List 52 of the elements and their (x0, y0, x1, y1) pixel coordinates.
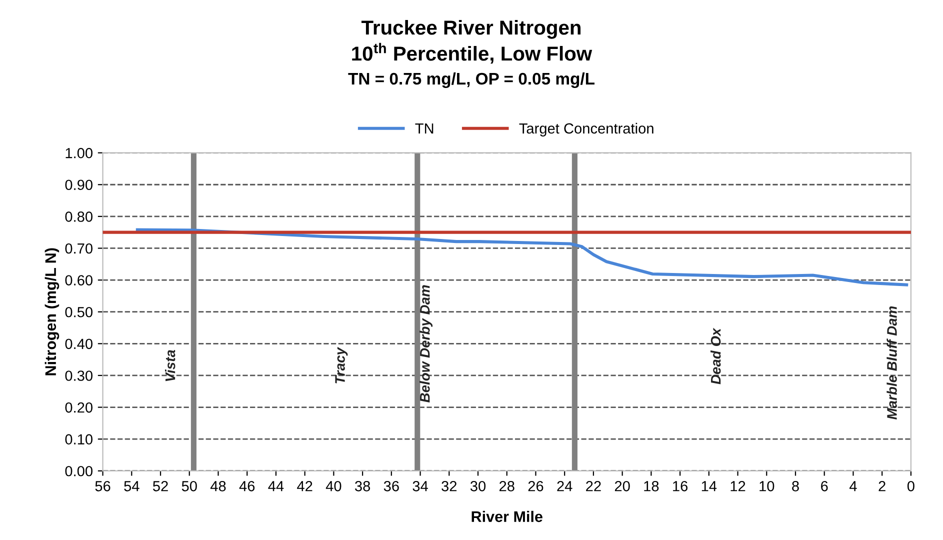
x-tick-label: 4 (849, 481, 857, 492)
x-axis-title: River Mile (472, 510, 542, 522)
x-tick-label: 8 (792, 480, 799, 492)
x-tick-label: 50 (182, 480, 197, 492)
annotation: Tracy (335, 346, 348, 384)
x-tick-label: 38 (354, 480, 370, 492)
x-tick-label: 52 (152, 480, 168, 492)
x-tick-label: 32 (442, 480, 457, 492)
x-tick-label: 0 (907, 480, 914, 492)
x-tick-label: 56 (95, 480, 110, 492)
y-axis-title: Nitrogen (mg/L N) (44, 248, 60, 376)
annotation: Below Derby Dam (420, 285, 433, 402)
annotation: Vista (165, 350, 176, 382)
x-tick-label: 44 (268, 481, 284, 492)
x-tick-label: 2 (878, 480, 886, 492)
y-tick-label: 0.80 (65, 212, 92, 222)
x-tick-label: 54 (124, 481, 140, 492)
x-tick-label: 48 (210, 480, 226, 492)
x-tick-label: 42 (297, 480, 312, 492)
x-tick-label: 14 (702, 481, 717, 492)
x-tick-label: 30 (470, 480, 486, 492)
y-tick-label: 0.50 (65, 306, 92, 318)
line-series (136, 228, 908, 286)
y-tick-label: 0.00 (65, 466, 92, 476)
annotation: Marble Bluff Dam (886, 306, 897, 420)
annotation: Dead Ox (710, 328, 721, 384)
y-tick-label: 0.70 (65, 243, 92, 254)
x-tick-label: 36 (384, 480, 399, 492)
y-tick-label: 0.90 (65, 180, 92, 190)
x-tick-label: 46 (239, 480, 255, 492)
chart-title: Truckee River Nitrogen 10$^{th}$ Percentile, Low Flow (352, 20, 592, 64)
x-tick-label: 12 (730, 480, 746, 492)
x-tick-label: 16 (673, 480, 688, 492)
y-tick-label: 0.40 (65, 338, 92, 350)
x-tick-label: 18 (644, 480, 659, 492)
x-tick-label: 26 (528, 480, 544, 492)
legend-label: Target Concentration (519, 122, 654, 137)
x-tick-label: 22 (586, 480, 601, 492)
x-tick-label: 24 (557, 480, 572, 492)
chart-subtitle: TN = 0.75 mg/L, OP = 0.05 mg/L (348, 72, 594, 88)
x-tick-label: 20 (614, 480, 630, 492)
x-tick-label: 10 (760, 480, 774, 492)
y-tick-label: 0.10 (65, 434, 92, 444)
y-tick-label: 1.00 (66, 148, 92, 158)
x-tick-label: 40 (326, 480, 342, 492)
legend-label: TN (415, 123, 434, 134)
x-tick-label: 6 (821, 480, 828, 492)
y-tick-label: 0.30 (65, 370, 92, 381)
x-tick-label: 28 (499, 480, 514, 492)
y-tick-label: 0.60 (65, 275, 92, 286)
y-tick-label: 0.20 (65, 402, 92, 413)
x-tick-label: 34 (412, 480, 428, 492)
